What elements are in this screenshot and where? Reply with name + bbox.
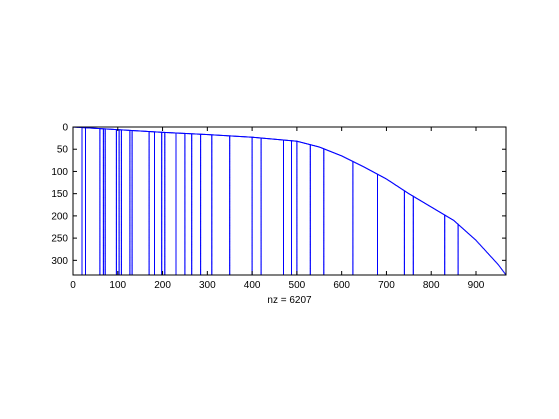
nonzero-markers — [73, 127, 507, 276]
